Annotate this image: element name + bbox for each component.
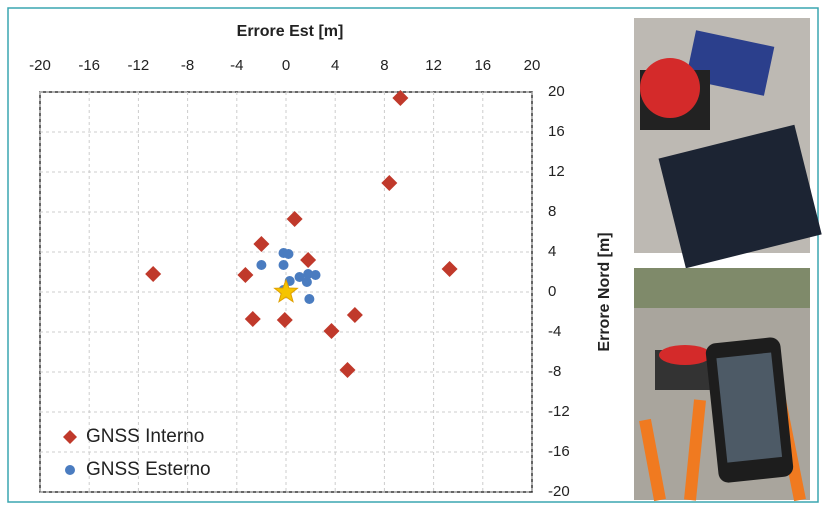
y-tick-label: 20 bbox=[548, 83, 565, 100]
point bbox=[277, 312, 293, 328]
point bbox=[245, 311, 261, 327]
point bbox=[311, 270, 321, 280]
legend-marker bbox=[65, 465, 75, 475]
x-tick-label: 0 bbox=[282, 57, 290, 74]
y-tick-label: -16 bbox=[548, 443, 570, 460]
point bbox=[145, 266, 161, 282]
x-tick-label: 12 bbox=[425, 57, 442, 74]
y-axis-title: Errore Nord [m] bbox=[596, 232, 613, 351]
x-tick-label: 4 bbox=[331, 57, 339, 74]
chart: Errore Est [m] Errore Nord [m] -20 -16 -12… bbox=[0, 0, 824, 506]
point bbox=[256, 260, 266, 270]
legend-marker bbox=[63, 430, 77, 444]
point bbox=[442, 261, 458, 277]
legend-label: GNSS Interno bbox=[86, 426, 204, 447]
y-tick-label: 4 bbox=[548, 243, 556, 260]
point bbox=[302, 277, 312, 287]
x-tick-label: -16 bbox=[78, 57, 100, 74]
x-tick-label: -8 bbox=[181, 57, 194, 74]
x-tick-label: 16 bbox=[474, 57, 491, 74]
point bbox=[340, 362, 356, 378]
y-tick-label: 8 bbox=[548, 203, 556, 220]
y-tick-label: 0 bbox=[548, 283, 556, 300]
point bbox=[324, 323, 340, 339]
y-tick-label: -12 bbox=[548, 403, 570, 420]
x-tick-label: -4 bbox=[230, 57, 243, 74]
y-tick-label: 16 bbox=[548, 123, 565, 140]
photo-top bbox=[634, 18, 822, 268]
point bbox=[300, 252, 316, 268]
point bbox=[283, 249, 293, 259]
point bbox=[279, 260, 289, 270]
legend-label: GNSS Esterno bbox=[86, 459, 211, 480]
y-tick-label: -20 bbox=[548, 483, 570, 500]
x-axis-title: Errore Est [m] bbox=[237, 23, 344, 40]
point bbox=[287, 211, 303, 227]
y-tick-label: 12 bbox=[548, 163, 565, 180]
photo-bottom bbox=[634, 268, 810, 500]
x-tick-label: 8 bbox=[380, 57, 388, 74]
x-tick-label: 20 bbox=[524, 57, 541, 74]
point bbox=[304, 294, 314, 304]
x-tick-label: -20 bbox=[29, 57, 51, 74]
point bbox=[253, 236, 269, 252]
y-tick-label: -8 bbox=[548, 363, 561, 380]
point bbox=[237, 267, 253, 283]
x-tick-label: -12 bbox=[128, 57, 150, 74]
point bbox=[381, 175, 397, 191]
point bbox=[347, 307, 363, 323]
y-tick-label: -4 bbox=[548, 323, 561, 340]
